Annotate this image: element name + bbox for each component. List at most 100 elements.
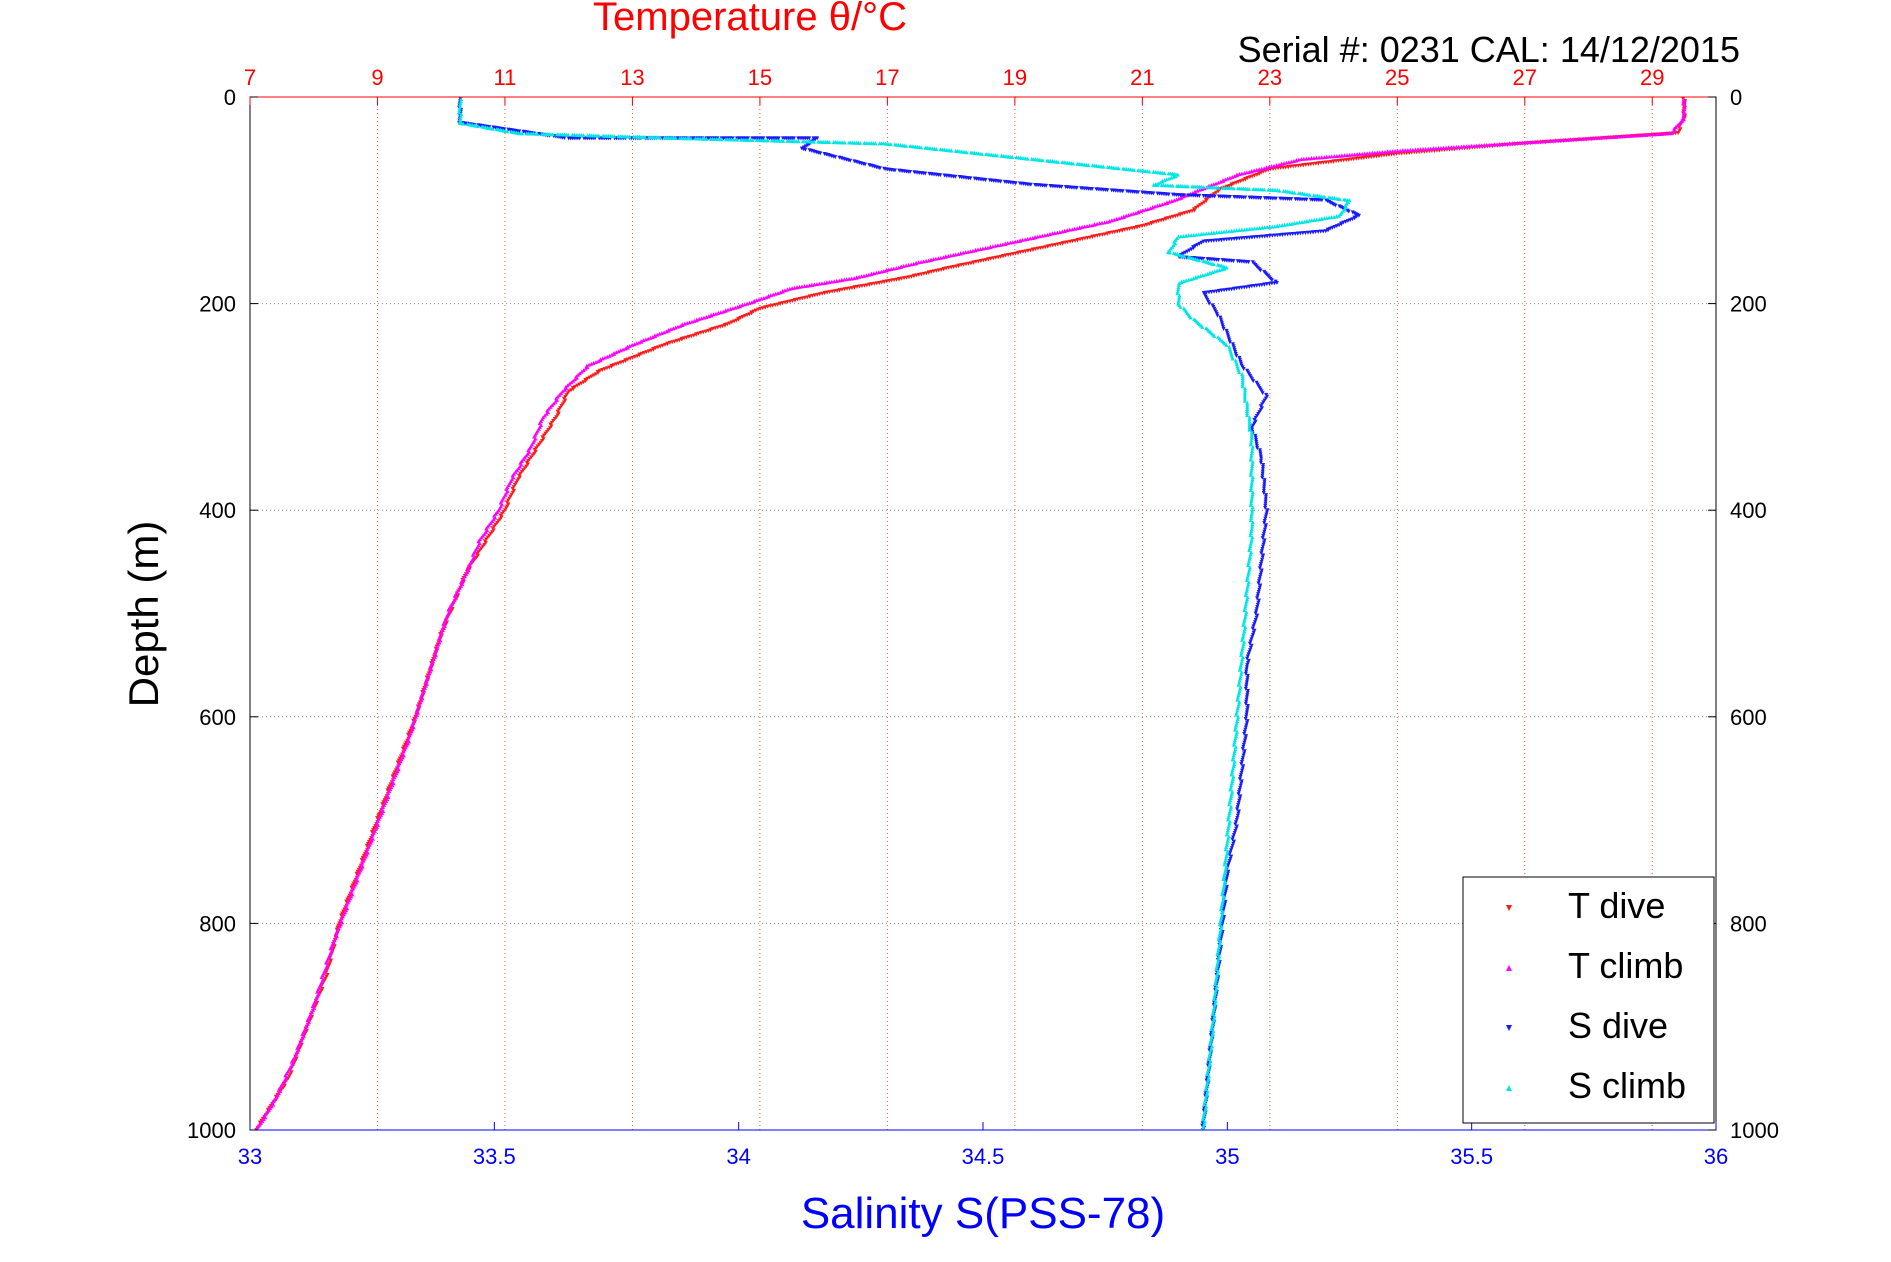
data-point <box>1200 187 1205 192</box>
data-point <box>1237 790 1242 795</box>
data-point <box>1245 413 1250 418</box>
data-point <box>1060 229 1065 234</box>
data-point <box>1216 947 1221 952</box>
data-point <box>1208 1050 1213 1055</box>
data-point <box>612 351 617 356</box>
data-point <box>1241 622 1246 627</box>
data-point <box>1086 163 1091 168</box>
data-point <box>803 144 808 149</box>
data-point <box>1255 226 1260 231</box>
data-point <box>1260 391 1265 396</box>
data-point <box>1609 134 1614 139</box>
data-point <box>1530 139 1535 144</box>
data-point <box>1155 203 1160 208</box>
data-point <box>1245 719 1250 724</box>
data-point <box>1258 268 1263 273</box>
data-point <box>1255 602 1260 607</box>
data-point <box>1234 721 1239 726</box>
data-point <box>1312 155 1317 160</box>
data-point <box>1347 152 1352 157</box>
data-point <box>1224 876 1229 881</box>
data-point <box>1223 857 1228 862</box>
data-point <box>625 345 630 350</box>
data-point <box>933 256 938 261</box>
data-point <box>1233 744 1238 749</box>
data-point <box>650 334 655 339</box>
data-point <box>1229 846 1234 851</box>
data-point <box>1243 686 1248 691</box>
data-point <box>1262 538 1267 543</box>
data-point <box>1253 433 1258 438</box>
data-point <box>1245 575 1250 580</box>
data-point <box>1250 505 1255 510</box>
depth-tick-label-left: 0 <box>224 85 236 110</box>
data-point <box>1317 217 1322 222</box>
data-point <box>1262 225 1267 230</box>
data-point <box>1289 159 1294 164</box>
data-point <box>1238 674 1243 679</box>
data-point <box>1249 513 1254 518</box>
data-point <box>1237 667 1242 672</box>
data-point <box>1210 1031 1215 1036</box>
data-point <box>637 340 642 345</box>
data-point <box>891 266 896 271</box>
data-point <box>1138 208 1143 213</box>
data-point <box>1380 150 1385 155</box>
data-point <box>926 258 931 263</box>
data-point <box>1218 919 1223 924</box>
data-point <box>1196 274 1201 279</box>
data-point <box>1522 140 1527 145</box>
data-point <box>1258 583 1263 588</box>
data-point <box>1227 813 1232 818</box>
data-point <box>1681 97 1686 102</box>
grid <box>250 97 1716 1130</box>
data-point <box>1502 141 1507 146</box>
data-point <box>1232 831 1237 836</box>
data-point <box>593 372 598 377</box>
data-point <box>1210 1011 1215 1016</box>
data-point <box>1246 571 1251 576</box>
data-point <box>671 326 676 331</box>
data-point <box>782 288 787 293</box>
data-point <box>985 245 990 250</box>
data-point <box>1229 228 1234 233</box>
data-point <box>873 141 878 146</box>
data-point <box>1240 382 1245 387</box>
data-point <box>461 121 466 126</box>
data-point <box>1217 932 1222 937</box>
data-point <box>1023 237 1028 242</box>
data-point <box>1312 217 1317 222</box>
data-point <box>1245 595 1250 600</box>
data-point <box>1243 736 1248 741</box>
data-point <box>1231 763 1236 768</box>
data-point <box>1212 192 1217 197</box>
data-point <box>1260 469 1265 474</box>
data-point <box>1245 673 1250 678</box>
data-point <box>1241 753 1246 758</box>
data-point <box>1243 195 1248 200</box>
data-point <box>1223 899 1228 904</box>
data-point <box>1232 174 1237 179</box>
data-point <box>1339 153 1344 158</box>
data-point <box>1224 864 1229 869</box>
data-point <box>1346 209 1351 214</box>
salinity-tick-label: 33.5 <box>473 1144 516 1169</box>
data-point <box>877 166 882 171</box>
data-point <box>1136 210 1141 215</box>
depth-tick-label-left: 1000 <box>187 1118 236 1143</box>
data-point <box>1657 131 1662 136</box>
data-point <box>1232 228 1237 233</box>
data-point <box>1207 1052 1212 1057</box>
data-point <box>1245 654 1250 659</box>
data-point <box>1495 142 1500 147</box>
data-point <box>1244 710 1249 715</box>
data-point <box>1219 913 1224 918</box>
data-point <box>1227 800 1232 805</box>
data-point <box>520 131 525 136</box>
data-point <box>1281 161 1286 166</box>
data-point <box>1254 437 1259 442</box>
data-point <box>1238 775 1243 780</box>
data-point <box>1261 490 1266 495</box>
data-point <box>1208 1048 1213 1053</box>
data-point <box>1251 630 1256 635</box>
